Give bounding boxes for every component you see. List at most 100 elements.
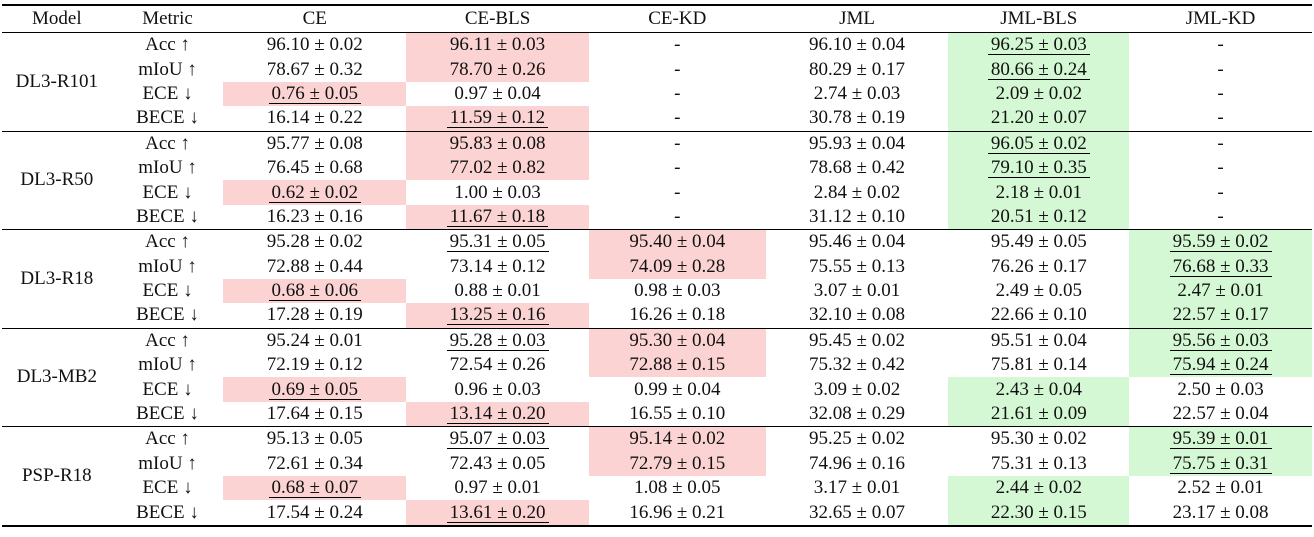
metric-label: mIoU ↑ — [138, 58, 197, 80]
cell-value: - — [1217, 34, 1224, 56]
value-cell: 0.76 ± 0.05 — [223, 81, 407, 107]
value-cell: 2.47 ± 0.01 — [1129, 278, 1312, 304]
cell-value: 72.43 ± 0.05 — [449, 452, 546, 474]
value-cell: 16.26 ± 0.18 — [589, 303, 766, 328]
cell-value: 2.52 ± 0.01 — [1177, 477, 1264, 499]
value-cell: 95.30 ± 0.02 — [948, 426, 1130, 452]
value-cell: 0.97 ± 0.04 — [406, 82, 589, 106]
cell-value: - — [674, 205, 681, 227]
value-cell: 3.09 ± 0.02 — [766, 377, 949, 401]
cell-value: 16.55 ± 0.10 — [629, 403, 726, 425]
value-cell: - — [589, 156, 766, 180]
value-cell: 95.30 ± 0.04 — [588, 327, 766, 354]
value-cell: 75.55 ± 0.13 — [766, 255, 949, 279]
cell-value: - — [1217, 157, 1224, 179]
value-cell: 16.14 ± 0.22 — [223, 106, 406, 131]
value-cell: 96.10 ± 0.02 — [223, 33, 406, 58]
table-row: BECE ↓ 17.54 ± 0.24 13.61 ± 0.20 16.96 ± 0.… — [2, 500, 1312, 526]
value-cell: 95.77 ± 0.08 — [223, 130, 407, 156]
cell-value: 20.51 ± 0.12 — [990, 205, 1087, 227]
cell-value: 0.99 ± 0.04 — [634, 378, 721, 400]
value-cell: 75.75 ± 0.31 — [1129, 451, 1312, 477]
cell-value: - — [674, 58, 681, 80]
cell-value: 0.98 ± 0.03 — [634, 280, 721, 302]
value-cell: 0.97 ± 0.01 — [406, 476, 589, 500]
cell-value: 95.28 ± 0.02 — [266, 231, 363, 253]
cell-value: 95.30 ± 0.04 — [629, 329, 726, 351]
metric-label: Acc ↑ — [111, 229, 224, 255]
value-cell: 73.14 ± 0.12 — [406, 255, 589, 279]
value-cell: 22.57 ± 0.04 — [1129, 402, 1312, 427]
table-row: DL3-R101 Acc ↑ 96.10 ± 0.02 96.11 ± 0.03 - 96… — [2, 32, 1312, 92]
cell-value: 78.68 ± 0.42 — [809, 157, 905, 179]
value-cell: 17.28 ± 0.19 — [223, 303, 406, 328]
cell-value: 0.96 ± 0.03 — [454, 378, 541, 400]
value-cell: - — [589, 205, 766, 230]
cell-value: 78.70 ± 0.26 — [449, 58, 546, 80]
value-cell: 72.43 ± 0.05 — [406, 452, 589, 476]
cell-value: 31.12 ± 0.10 — [809, 205, 905, 227]
value-cell: 2.52 ± 0.01 — [1129, 476, 1312, 500]
cell-value: 32.65 ± 0.07 — [809, 501, 905, 523]
value-cell: 95.59 ± 0.02 — [1129, 229, 1312, 255]
value-cell: 72.54 ± 0.26 — [406, 353, 589, 377]
cell-value: 72.61 ± 0.34 — [266, 452, 363, 474]
cell-value: 72.88 ± 0.15 — [629, 354, 726, 376]
cell-value: - — [674, 181, 681, 203]
cell-value: 95.30 ± 0.02 — [990, 428, 1087, 450]
value-cell: 95.56 ± 0.03 — [1129, 327, 1312, 354]
value-cell: 2.09 ± 0.02 — [948, 81, 1130, 107]
value-cell: 21.61 ± 0.09 — [948, 401, 1130, 427]
value-cell: - — [589, 82, 766, 106]
underlined-value: 11.59 ± 0.12 — [446, 108, 549, 129]
value-cell: - — [1129, 205, 1312, 230]
table-row: mIoU ↑ 76.45 ± 0.68 77.02 ± 0.82 - 78.68 ± 0… — [2, 155, 1312, 181]
cell-value: 73.14 ± 0.12 — [449, 255, 546, 277]
cell-value: 0.97 ± 0.04 — [454, 82, 541, 104]
cell-value: 16.14 ± 0.22 — [266, 107, 363, 129]
cell-value: 16.96 ± 0.21 — [629, 501, 726, 523]
cell-value: 2.09 ± 0.02 — [995, 82, 1082, 104]
cell-value: 1.00 ± 0.03 — [454, 181, 541, 203]
value-cell: - — [589, 106, 766, 131]
value-cell: - — [1129, 33, 1312, 58]
value-cell: 72.19 ± 0.12 — [223, 353, 406, 377]
value-cell: - — [589, 57, 766, 81]
cell-value: - — [1217, 181, 1224, 203]
value-cell: 96.10 ± 0.04 — [766, 33, 949, 58]
cell-value: 16.23 ± 0.16 — [266, 205, 363, 227]
value-cell: 77.02 ± 0.82 — [406, 155, 589, 181]
cell-value: 78.67 ± 0.32 — [266, 58, 363, 80]
metric-label: mIoU ↑ — [138, 452, 197, 474]
cell-value: 22.57 ± 0.04 — [1172, 403, 1269, 425]
cell-value: - — [674, 34, 681, 56]
cell-value: 95.13 ± 0.05 — [266, 428, 363, 450]
value-cell: 76.45 ± 0.68 — [223, 156, 406, 180]
value-cell: 3.07 ± 0.01 — [766, 279, 949, 303]
value-cell: 22.30 ± 0.15 — [948, 500, 1130, 526]
cell-value: - — [674, 82, 681, 104]
value-cell: 79.10 ± 0.35 — [948, 155, 1130, 181]
metric-label: Acc ↑ — [111, 327, 224, 354]
cell-value: 77.02 ± 0.82 — [449, 157, 546, 179]
header-jml: JML — [765, 5, 949, 33]
underlined-value: 0.68 ± 0.07 — [268, 478, 361, 499]
cell-value: 75.81 ± 0.14 — [990, 354, 1087, 376]
underlined-value: 95.59 ± 0.02 — [1169, 232, 1272, 253]
value-cell: 2.84 ± 0.02 — [766, 180, 949, 204]
value-cell: 2.43 ± 0.04 — [948, 377, 1130, 402]
header-jml-bls: JML-BLS — [948, 5, 1130, 33]
table-row: DL3-R18 Acc ↑ 95.28 ± 0.02 95.31 ± 0.05 95.4… — [2, 229, 1312, 329]
value-cell: 95.28 ± 0.03 — [406, 327, 589, 354]
metric-label: BECE ↓ — [136, 501, 199, 523]
value-cell: 75.94 ± 0.24 — [1129, 353, 1312, 378]
metric-label: Acc ↑ — [145, 34, 190, 56]
metric-label: BECE ↓ — [136, 304, 199, 326]
value-cell: 95.25 ± 0.02 — [765, 426, 949, 452]
header-jml-kd: JML-KD — [1129, 5, 1312, 33]
cell-value: 95.40 ± 0.04 — [629, 231, 726, 253]
value-cell: 1.00 ± 0.03 — [406, 180, 589, 204]
header-metric: Metric — [111, 5, 224, 33]
table-header: Model Metric CE CE-BLS CE-KD JML JML-BLS… — [2, 5, 1312, 33]
value-cell: 96.25 ± 0.03 — [948, 32, 1130, 58]
